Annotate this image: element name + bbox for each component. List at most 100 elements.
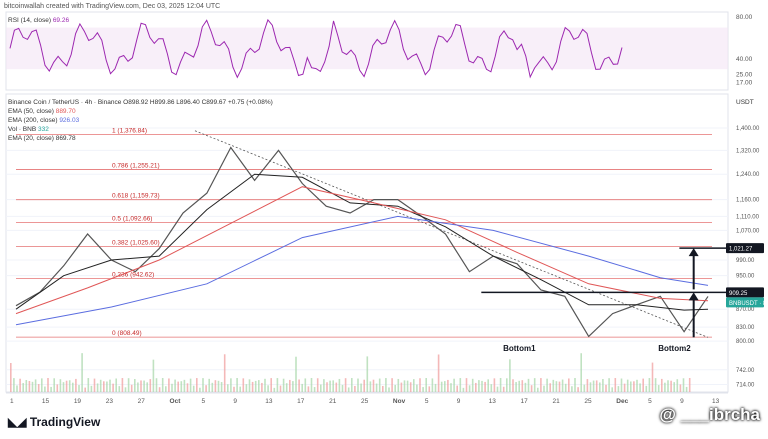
volume-bar: [285, 383, 288, 392]
volume-bar: [549, 383, 551, 392]
volume-bar: [313, 387, 316, 392]
volume-bar: [96, 383, 99, 392]
y-unit-label: USDT: [736, 99, 754, 106]
volume-bar: [140, 380, 142, 392]
y-tick-label: 1,110.00: [736, 214, 760, 220]
volume-bar: [385, 378, 387, 392]
volume-bar: [620, 378, 623, 392]
volume-bar: [158, 387, 161, 392]
volume-bar: [506, 378, 508, 392]
legend: Binance Coin / TetherUS · 4h · Binance O…: [8, 98, 273, 143]
volume-bar: [657, 385, 660, 392]
volume-bar: [685, 386, 688, 392]
vol-label: Vol · BNB: [8, 126, 37, 133]
volume-bar: [326, 382, 328, 392]
volume-bar: [471, 378, 474, 392]
volume-bar: [397, 378, 400, 392]
volume-bar: [654, 378, 657, 392]
volume-bar: [75, 378, 77, 392]
volume-bar: [403, 380, 406, 392]
x-tick-label: 25: [584, 398, 592, 405]
price-tag-box: [726, 297, 764, 308]
volume-bar: [177, 381, 179, 392]
volume-bar: [242, 378, 245, 392]
volume-bar: [661, 378, 663, 392]
volume-bar: [112, 383, 114, 392]
x-tick-label: 19: [74, 398, 82, 405]
volume-bar: [28, 381, 31, 392]
volume-bar: [372, 379, 375, 392]
volume-bar: [571, 386, 573, 392]
volume-bar: [636, 379, 638, 392]
volume-bar: [279, 385, 282, 392]
volume-bar: [462, 387, 465, 392]
x-tick-label: 15: [42, 398, 50, 405]
volume-bar: [450, 383, 452, 392]
volume-bar: [552, 379, 555, 392]
x-tick-label: 17: [521, 398, 529, 405]
y-tick-label: 990.00: [736, 258, 755, 264]
ohlc-values: O898.92 H899.86 L896.40 C899.67 +0.75 (+…: [123, 99, 273, 106]
y-tick-label: 1,240.00: [736, 172, 760, 178]
volume-bar: [44, 386, 46, 392]
volume-bar: [199, 387, 201, 392]
x-tick-label: 5: [425, 398, 429, 405]
volume-bar: [72, 382, 74, 392]
volume-bar: [155, 378, 158, 392]
volume-bar: [481, 380, 483, 392]
ema20-label: EMA (20, close): [8, 135, 54, 142]
volume-bar: [630, 381, 632, 392]
volume-bar: [245, 384, 248, 392]
volume-bar: [580, 353, 582, 392]
volume-bar: [611, 387, 613, 392]
volume-bar: [16, 385, 18, 392]
x-tick-label: 13: [712, 398, 720, 405]
volume-bar: [251, 381, 254, 392]
volume-bar: [524, 382, 527, 392]
volume-bar: [59, 379, 62, 392]
volume-bar: [22, 383, 24, 392]
volume-bar: [41, 378, 43, 392]
volume-bar: [487, 379, 489, 392]
series-line: [15, 215, 709, 326]
volume-bar: [568, 378, 570, 392]
volume-bar: [292, 381, 294, 392]
volume-bar: [682, 378, 685, 392]
volume-bar: [298, 379, 300, 392]
volume-bar: [267, 385, 269, 392]
x-tick-label: 13: [265, 398, 273, 405]
price-tag-box: [726, 287, 764, 298]
annotation-label: Bottom2: [658, 344, 691, 353]
volume-bar: [196, 378, 198, 392]
volume-bar: [564, 383, 567, 392]
volume-bar: [440, 381, 443, 392]
rsi-tick-label: 17.00: [736, 80, 753, 87]
volume-bar: [453, 378, 455, 392]
volume-bar: [490, 384, 493, 392]
volume-bar: [561, 379, 564, 392]
volume-bar: [47, 378, 49, 392]
volume-bar: [428, 386, 431, 392]
volume-bar: [493, 378, 496, 392]
volume-bar: [351, 378, 353, 392]
volume-bar: [369, 381, 372, 392]
volume-bar: [558, 381, 561, 392]
volume-bar: [78, 385, 80, 392]
y-tick-label: 1,160.00: [736, 198, 760, 204]
volume-bar: [409, 382, 412, 392]
x-tick-label: 21: [329, 398, 337, 405]
volume-bar: [378, 378, 381, 392]
volume-bar: [642, 378, 644, 392]
volume-bar: [273, 387, 276, 392]
volume-bar: [301, 383, 303, 392]
volume-bar: [357, 378, 359, 392]
volume-bar: [673, 382, 675, 392]
volume-bar: [168, 378, 170, 392]
symbol-line: Binance Coin / TetherUS · 4h · Binance: [8, 99, 122, 106]
volume-bar: [258, 380, 260, 392]
volume-bar: [165, 386, 167, 392]
volume-bar: [431, 378, 434, 392]
volume-bar: [310, 378, 313, 392]
x-tick-label: 27: [138, 398, 146, 405]
